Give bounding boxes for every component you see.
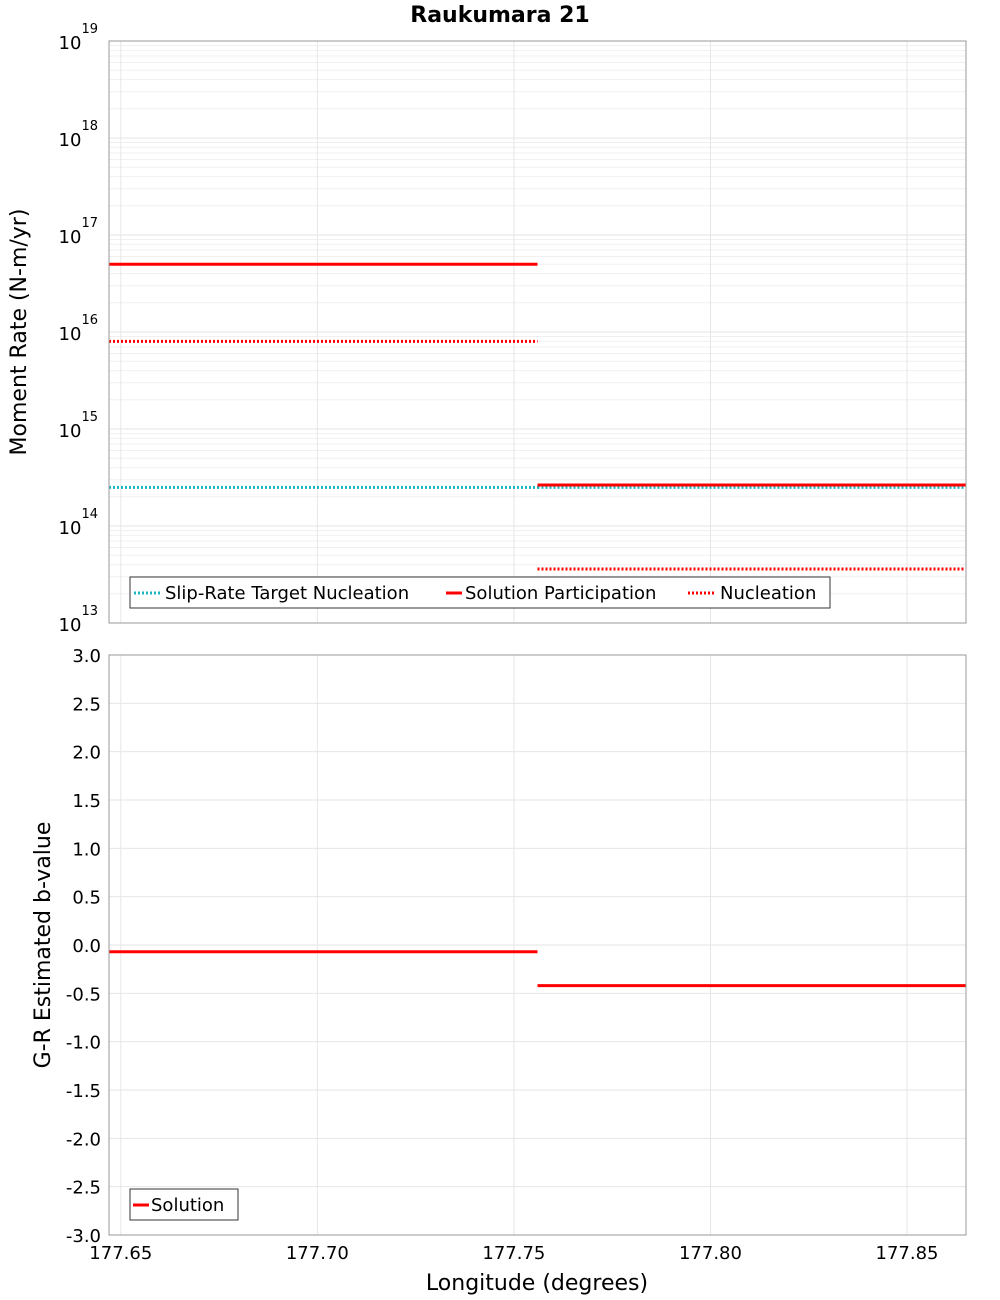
b-value-y-ticks: -3.0 -2.5 -2.0 -1.5 -1.0 -0.5 0.0 0.5 1.0 1.5 2.0 2… xyxy=(66,646,101,1247)
legend-label-slip-rate-target: Slip-Rate Target Nucleation xyxy=(165,583,409,604)
moment-rate-y-tick-label: 1018 xyxy=(59,119,98,151)
b-value-y-tick-label: 2.0 xyxy=(72,743,101,764)
moment-rate-panel: 1013 1014 1015 1016 1017 1018 1019 Moment Rate… xyxy=(7,22,967,636)
moment-rate-y-label: Moment Rate (N-m/yr) xyxy=(7,209,32,456)
chart-title: Raukumara 21 xyxy=(410,3,589,28)
x-tick-label: 177.65 xyxy=(89,1243,152,1264)
b-value-y-tick-label: 2.5 xyxy=(72,694,101,715)
legend-label-nucleation: Nucleation xyxy=(720,583,816,604)
x-tick-label: 177.85 xyxy=(876,1243,939,1264)
moment-rate-legend: Slip-Rate Target Nucleation Solution Par… xyxy=(129,576,831,609)
moment-rate-frame xyxy=(108,40,967,624)
b-value-series xyxy=(109,950,966,988)
moment-rate-y-ticks: 1013 1014 1015 1016 1017 1018 1019 xyxy=(59,22,98,636)
b-value-panel: -3.0 -2.5 -2.0 -1.5 -1.0 -0.5 0.0 0.5 1.0 1.5 2.0 2… xyxy=(31,646,967,1296)
x-tick-label: 177.80 xyxy=(679,1243,742,1264)
x-tick-label: 177.75 xyxy=(482,1243,545,1264)
x-axis-ticks: 177.65 177.70 177.75 177.80 177.85 xyxy=(89,1243,938,1264)
moment-rate-y-tick-label: 1013 xyxy=(59,604,98,636)
b-value-y-tick-label: 0.5 xyxy=(72,888,101,909)
moment-rate-y-tick-label: 1017 xyxy=(59,216,98,248)
legend-label-solution: Solution xyxy=(151,1195,224,1216)
b-value-frame xyxy=(108,654,967,1236)
b-value-y-tick-label: 1.0 xyxy=(72,839,101,860)
b-value-y-tick-label: -0.5 xyxy=(66,984,101,1005)
x-axis-label: Longitude (degrees) xyxy=(426,1271,648,1296)
b-value-y-tick-label: 0.0 xyxy=(72,936,101,957)
moment-rate-grid xyxy=(109,40,966,624)
moment-rate-y-tick-label: 1014 xyxy=(59,507,98,539)
moment-rate-y-tick-label: 1016 xyxy=(59,313,98,345)
b-value-y-tick-label: -1.5 xyxy=(66,1081,101,1102)
b-value-y-tick-label: -1.0 xyxy=(66,1033,101,1054)
moment-rate-series xyxy=(109,262,966,571)
b-value-grid xyxy=(109,654,966,1236)
b-value-y-tick-label: -3.0 xyxy=(66,1226,101,1247)
b-value-legend: Solution xyxy=(129,1188,239,1221)
b-value-y-tick-label: 1.5 xyxy=(72,791,101,812)
b-value-y-tick-label: -2.0 xyxy=(66,1129,101,1150)
x-tick-label: 177.70 xyxy=(286,1243,349,1264)
b-value-y-tick-label: 3.0 xyxy=(72,646,101,667)
moment-rate-y-tick-label: 1019 xyxy=(59,22,98,54)
legend-label-solution-participation: Solution Participation xyxy=(465,583,656,604)
moment-rate-y-tick-label: 1015 xyxy=(59,410,98,442)
b-value-y-tick-label: -2.5 xyxy=(66,1178,101,1199)
b-value-y-label: G-R Estimated b-value xyxy=(31,822,56,1069)
